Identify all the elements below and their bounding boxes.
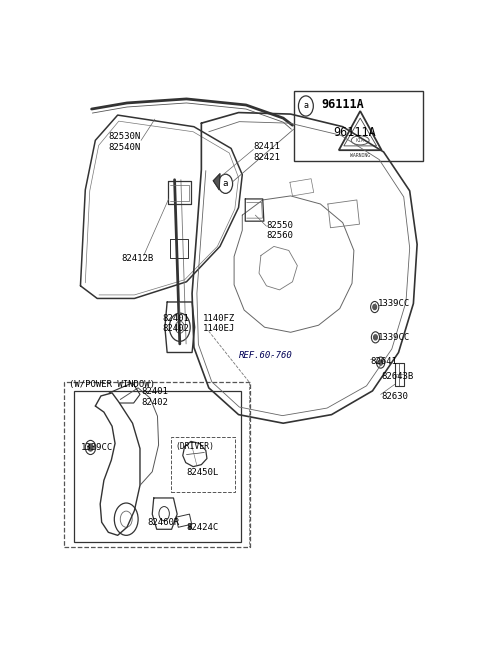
Text: 82411
82421: 82411 82421 (253, 142, 280, 161)
Bar (294, 91, 423, 161)
Text: 82630: 82630 (382, 392, 408, 401)
Text: 82550
82560: 82550 82560 (266, 220, 293, 240)
Text: (W/POWER WINDOW): (W/POWER WINDOW) (69, 380, 156, 389)
Bar (74, 391, 241, 543)
Text: (DRIVER): (DRIVER) (175, 442, 214, 451)
Text: a: a (223, 179, 228, 188)
Circle shape (373, 304, 377, 310)
Circle shape (88, 444, 93, 451)
Text: 82424C: 82424C (186, 523, 219, 532)
Polygon shape (213, 174, 220, 190)
Bar (64, 382, 250, 548)
Text: REF.60-760: REF.60-760 (240, 351, 293, 360)
Circle shape (379, 360, 383, 365)
Text: 82450L: 82450L (186, 468, 219, 477)
Text: 82530N
82540N: 82530N 82540N (108, 132, 141, 152)
Text: 82643B: 82643B (382, 372, 414, 381)
Text: KIA: KIA (356, 138, 364, 143)
Text: 1339CC: 1339CC (378, 299, 410, 308)
Text: 82641: 82641 (371, 357, 397, 366)
Text: WARNING: WARNING (350, 152, 370, 157)
Circle shape (188, 525, 192, 530)
Text: 1339CC: 1339CC (81, 443, 113, 452)
Text: 82460R: 82460R (147, 518, 180, 527)
Circle shape (218, 174, 233, 194)
Text: 96111A: 96111A (322, 98, 364, 112)
Text: 82412B: 82412B (121, 253, 154, 262)
Text: 96111A: 96111A (334, 126, 376, 139)
Text: 82401
82402: 82401 82402 (142, 387, 168, 407)
Text: a: a (303, 102, 308, 110)
Circle shape (373, 335, 377, 340)
Text: 1140FZ
1140EJ: 1140FZ 1140EJ (203, 314, 236, 333)
Text: 1339CC: 1339CC (378, 333, 410, 342)
Bar (171, 438, 235, 492)
Text: 82401
82402: 82401 82402 (162, 314, 189, 333)
